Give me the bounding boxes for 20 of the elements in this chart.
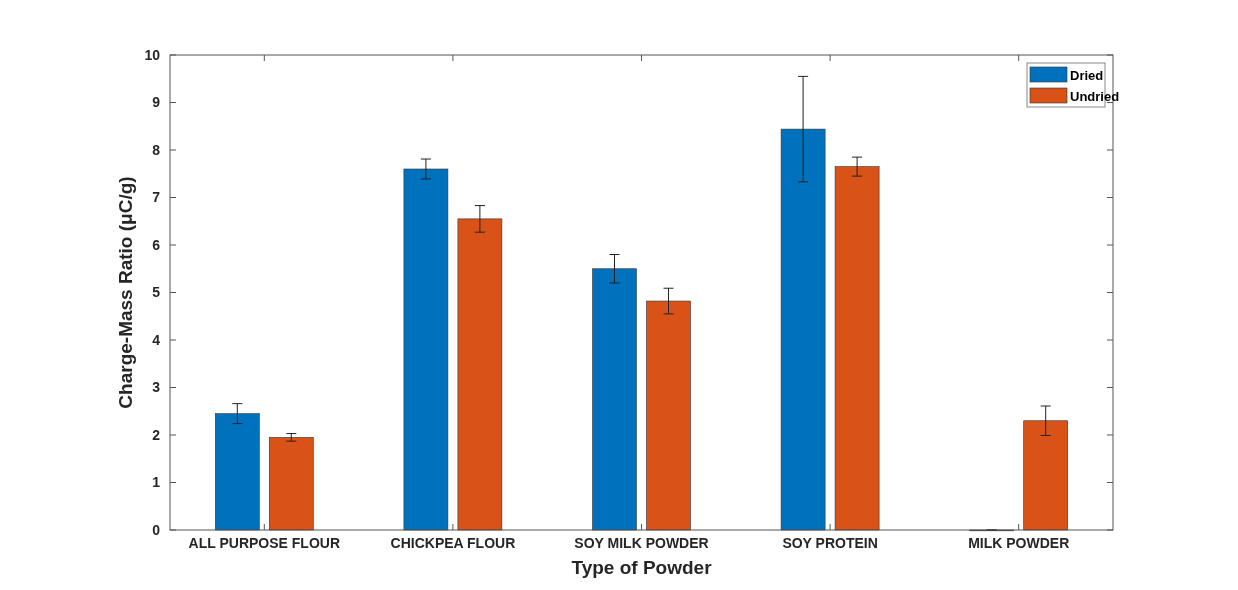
y-tick-label: 5 <box>152 284 161 301</box>
x-tick-label: SOY PROTEIN <box>782 535 878 551</box>
y-tick-label: 9 <box>152 94 161 111</box>
y-tick-label: 8 <box>152 141 161 158</box>
x-tick-label: ALL PURPOSE FLOUR <box>188 535 341 551</box>
legend-label: Dried <box>1070 67 1104 83</box>
y-tick-label: 0 <box>152 521 161 538</box>
y-tick-label: 4 <box>152 331 161 348</box>
y-tick-label: 3 <box>152 379 161 396</box>
y-tick-label: 7 <box>152 189 161 206</box>
x-tick-label: SOY MILK POWDER <box>574 535 709 551</box>
y-axis-title: Charge-Mass Ratio (μC/g) <box>115 176 136 409</box>
x-axis-title: Type of Powder <box>571 557 713 578</box>
y-tick-label: 1 <box>152 474 161 491</box>
y-tick-label: 10 <box>144 46 161 63</box>
legend-label: Undried <box>1070 88 1120 104</box>
y-tick-label: 2 <box>152 426 161 443</box>
y-tick-label: 6 <box>152 236 161 253</box>
x-tick-label: MILK POWDER <box>968 535 1070 551</box>
x-tick-label: CHICKPEA FLOUR <box>390 535 516 551</box>
